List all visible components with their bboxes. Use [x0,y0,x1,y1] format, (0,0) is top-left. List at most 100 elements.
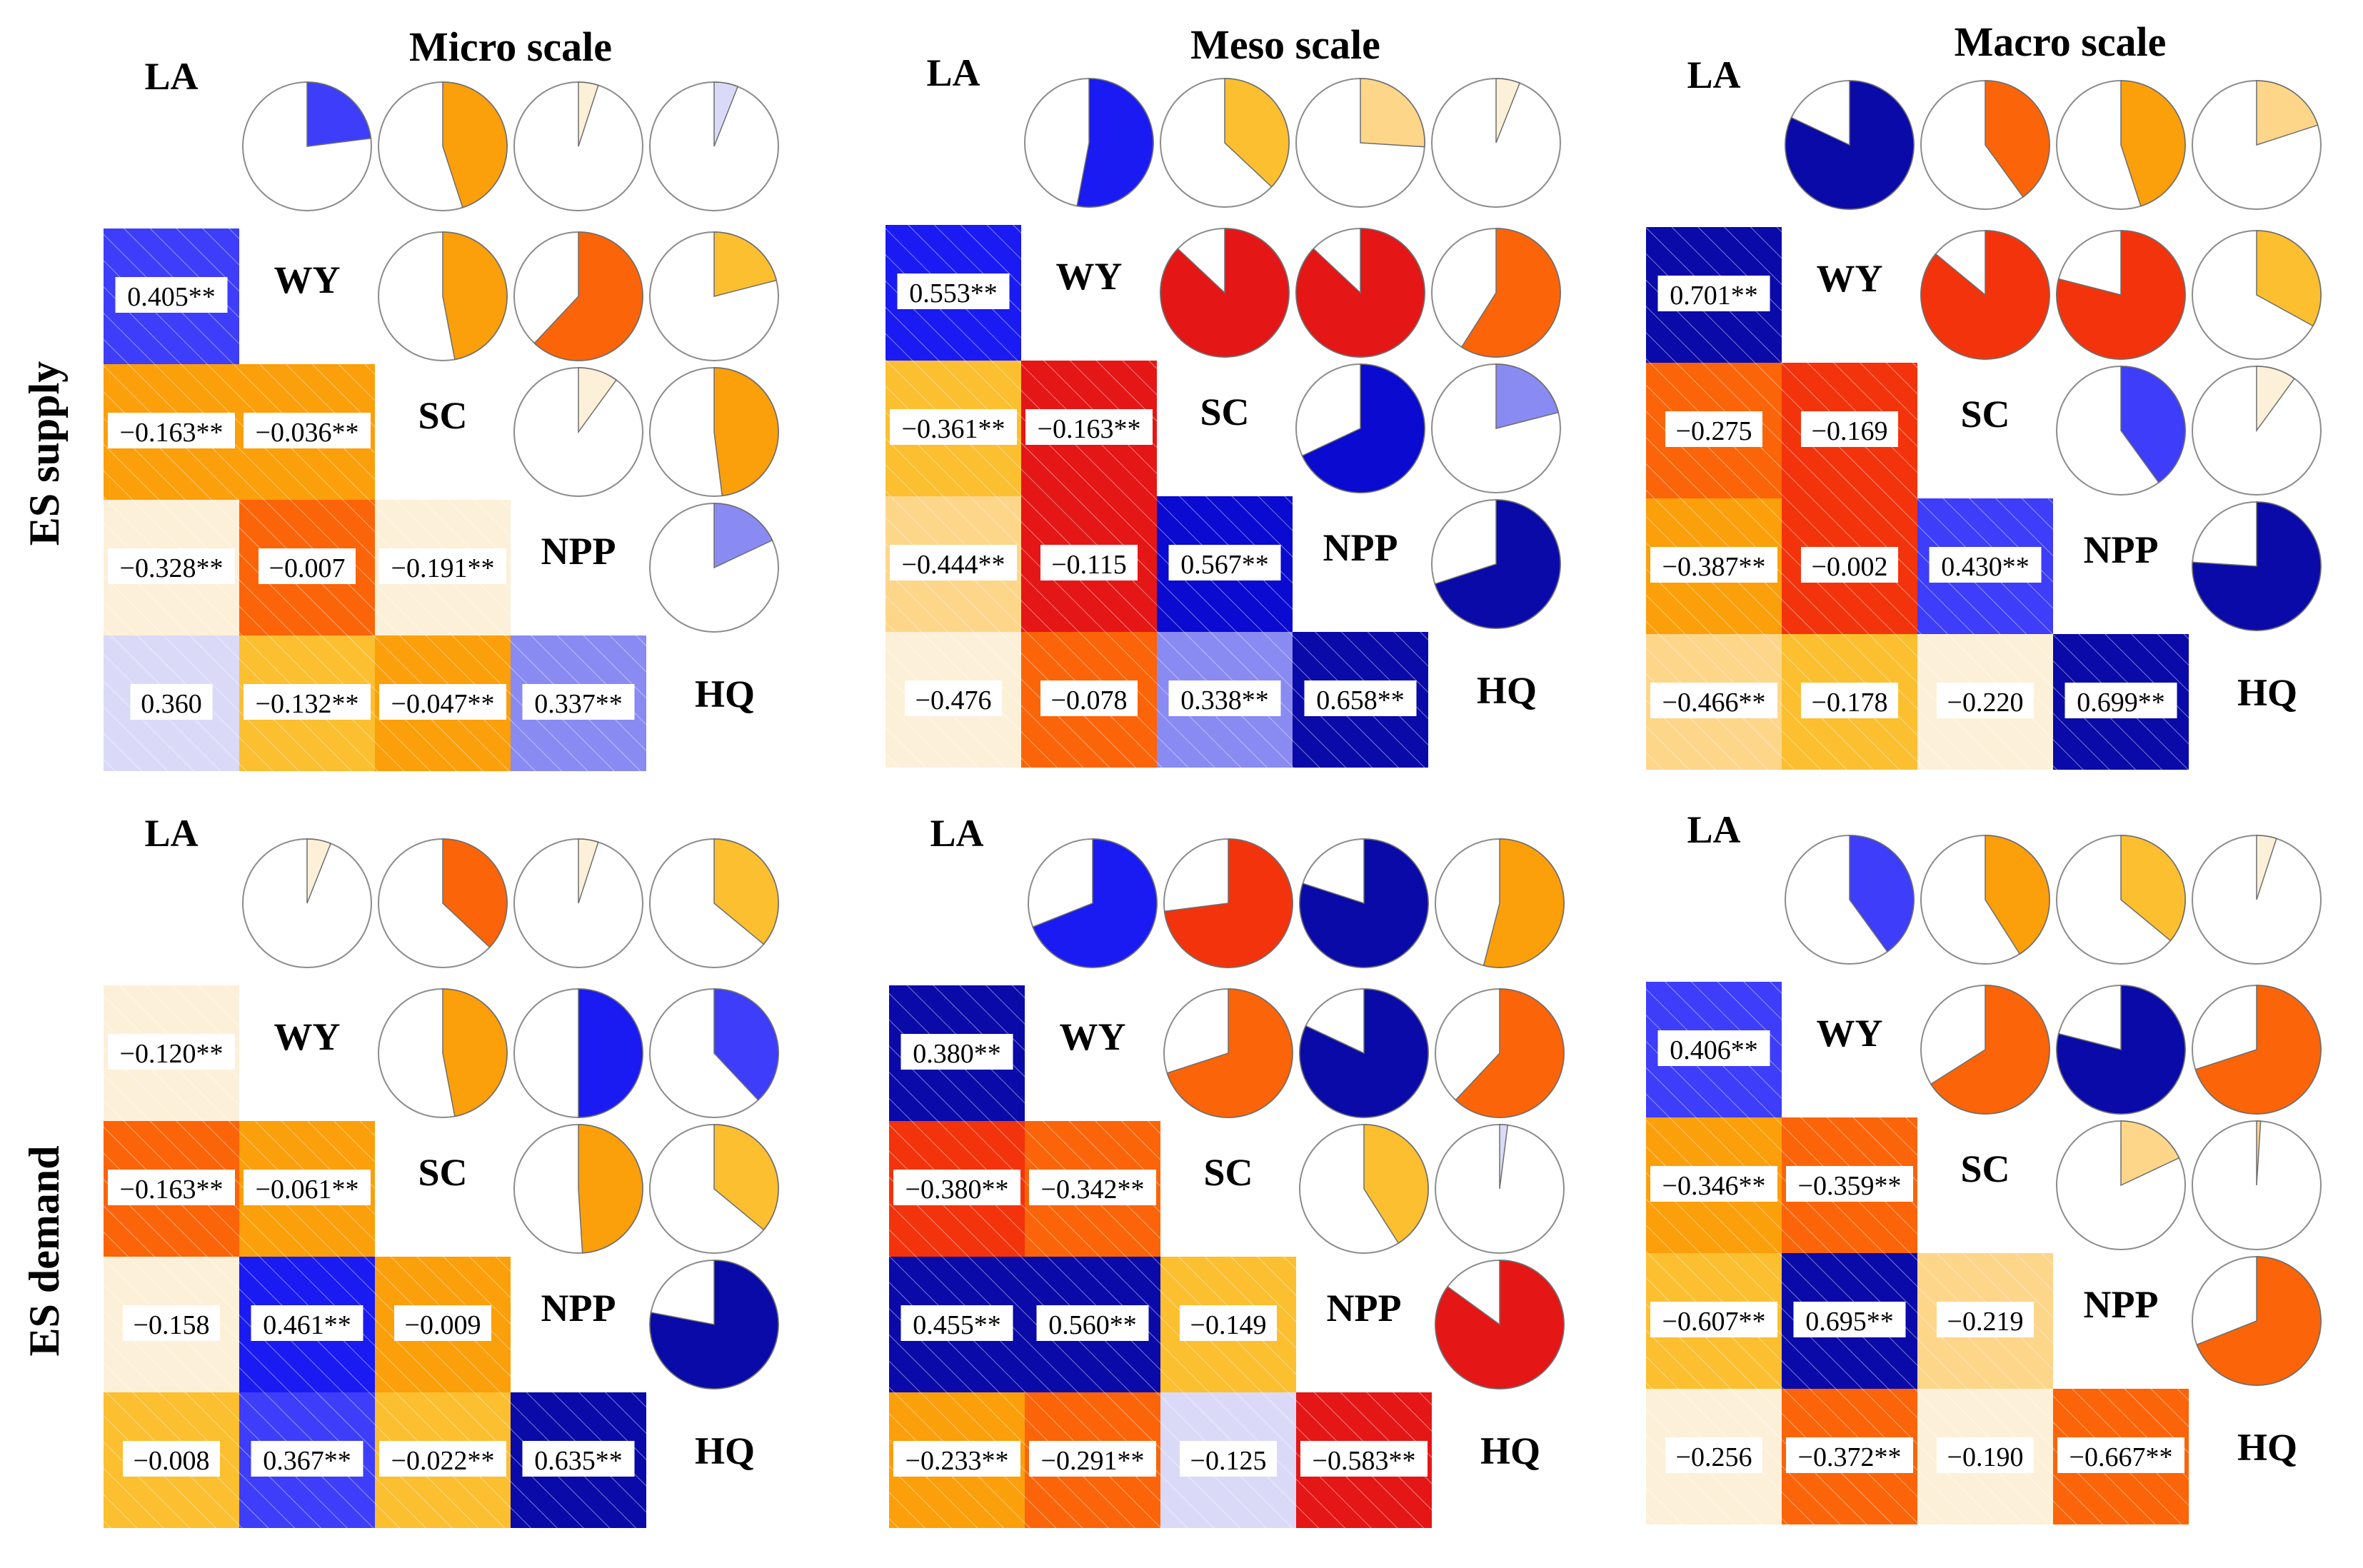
cell-label-box [259,548,356,584]
variable-label-hq: HQ [2237,1426,2297,1469]
cell-label-box [1937,683,2034,718]
variable-label-hq: HQ [1477,669,1537,712]
column-title-macro: Macro scale [1955,19,2167,65]
pie-slice [1849,835,1915,953]
panel-demand-micro: −0.120** −0.163** −0.061** −0.158 0.461** −0.… [104,812,779,1528]
variable-label-la: LA [1687,54,1740,96]
cell-value: −0.149 [1190,1310,1267,1340]
pie-slice [1455,988,1565,1118]
variable-label-hq: HQ [695,1429,755,1472]
pie-npp-hq [649,1260,779,1389]
row-label-demand: ES demand [21,1145,68,1356]
variable-label-la: LA [1687,808,1740,851]
pie-slice [2256,366,2295,433]
pie-npp-hq [649,503,779,633]
cell-label-box [1793,1302,1906,1337]
cell-value: −0.022** [391,1446,495,1476]
pie-wy-hq [649,231,779,361]
pie-la-sc [1920,80,2050,210]
pie-slice [713,81,739,147]
cell-value: 0.567** [1180,550,1269,580]
pie-wy-sc [1920,985,2050,1115]
variable-label-npp: NPP [1327,1287,1402,1330]
pie-slice [1032,838,1158,968]
cell-label-box [108,548,235,584]
cell-value: −0.607** [1662,1307,1766,1337]
pie-la-wy [1785,80,1915,210]
cell-label-box [123,1305,220,1341]
pie-npp-hq [1435,1260,1565,1389]
cell-value: −0.036** [256,418,359,448]
variable-label-npp: NPP [541,530,616,573]
cell-value: 0.406** [1670,1035,1758,1065]
variable-label-hq: HQ [1480,1429,1540,1472]
pie-slice [2056,985,2186,1115]
pie-slice [1495,363,1560,429]
pie-la-sc [1160,78,1290,208]
cell-label-box [1937,1302,2034,1337]
pie-sc-hq [1431,363,1561,493]
cell-value: 0.367** [263,1446,351,1476]
cell-label-box [1300,1441,1428,1477]
pie-slice [1920,230,2050,360]
cell-label-box [900,1305,1013,1341]
pie-wy-hq [1431,228,1561,358]
cell-label-box [115,277,228,313]
pie-wy-npp [513,988,643,1118]
column-title-meso: Meso scale [1190,21,1380,68]
cell-label-box [1801,683,1898,718]
pie-slice [1363,1124,1429,1245]
variable-label-wy: WY [1060,1015,1126,1058]
cell-label-box [108,413,235,448]
cell-value: −0.372** [1798,1442,1902,1472]
cell-value: −0.190 [1947,1442,2024,1472]
cell-value: 0.430** [1941,552,2030,582]
cell-label-box [1168,545,1281,581]
pie-wy-hq [1435,988,1565,1118]
variable-label-hq: HQ [695,673,755,715]
variable-label-sc: SC [418,1151,467,1194]
pie-slice [1224,78,1290,188]
pie-slice [578,838,599,904]
pie-slice [1160,228,1290,358]
cell-value: −0.444** [902,550,1005,580]
pie-la-wy [1024,78,1154,208]
cell-value: −0.667** [2069,1442,2173,1472]
variable-label-npp: NPP [541,1287,616,1330]
cell-value: 0.635** [534,1446,623,1476]
cell-label-box [890,545,1017,581]
cell-value: −0.361** [902,414,1005,444]
cell-label-box [1040,545,1138,581]
pie-slice [1076,78,1154,208]
pie-slice [713,988,779,1101]
pie-slice [2256,230,2322,327]
cell-value: −0.169 [1812,416,1888,446]
pie-slice [1299,988,1429,1118]
pie-la-npp [513,838,643,968]
cell-label-box [244,1170,371,1205]
variable-label-wy: WY [1056,255,1123,298]
pie-la-npp [2056,80,2186,210]
pie-wy-sc [1160,228,1290,358]
cell-value: −0.009 [405,1310,481,1340]
cell-value: −0.163** [120,418,224,448]
cell-label-box [1665,1437,1762,1473]
variable-label-sc: SC [1203,1151,1253,1194]
pie-slice [578,81,599,147]
pie-la-npp [1299,838,1429,968]
pie-slice [1166,988,1293,1118]
cell-label-box [251,1305,363,1341]
variable-label-npp: NPP [2084,528,2159,571]
cell-value: −0.342** [1041,1175,1145,1205]
cell-value: 0.695** [1805,1307,1894,1337]
cell-label-box [1180,1441,1277,1477]
pie-slice [713,231,778,297]
cell-value: 0.553** [909,278,998,308]
cell-label-box [1786,1437,1913,1473]
cell-value: 0.455** [913,1310,1001,1340]
pie-slice [2120,835,2186,942]
cell-value: 0.701** [1670,281,1758,311]
pie-slice [2196,1256,2322,1386]
cell-value: −0.328** [120,553,224,583]
panel-demand-meso: 0.380** −0.380** −0.342** 0.455** 0.560** −0.… [889,812,1565,1528]
